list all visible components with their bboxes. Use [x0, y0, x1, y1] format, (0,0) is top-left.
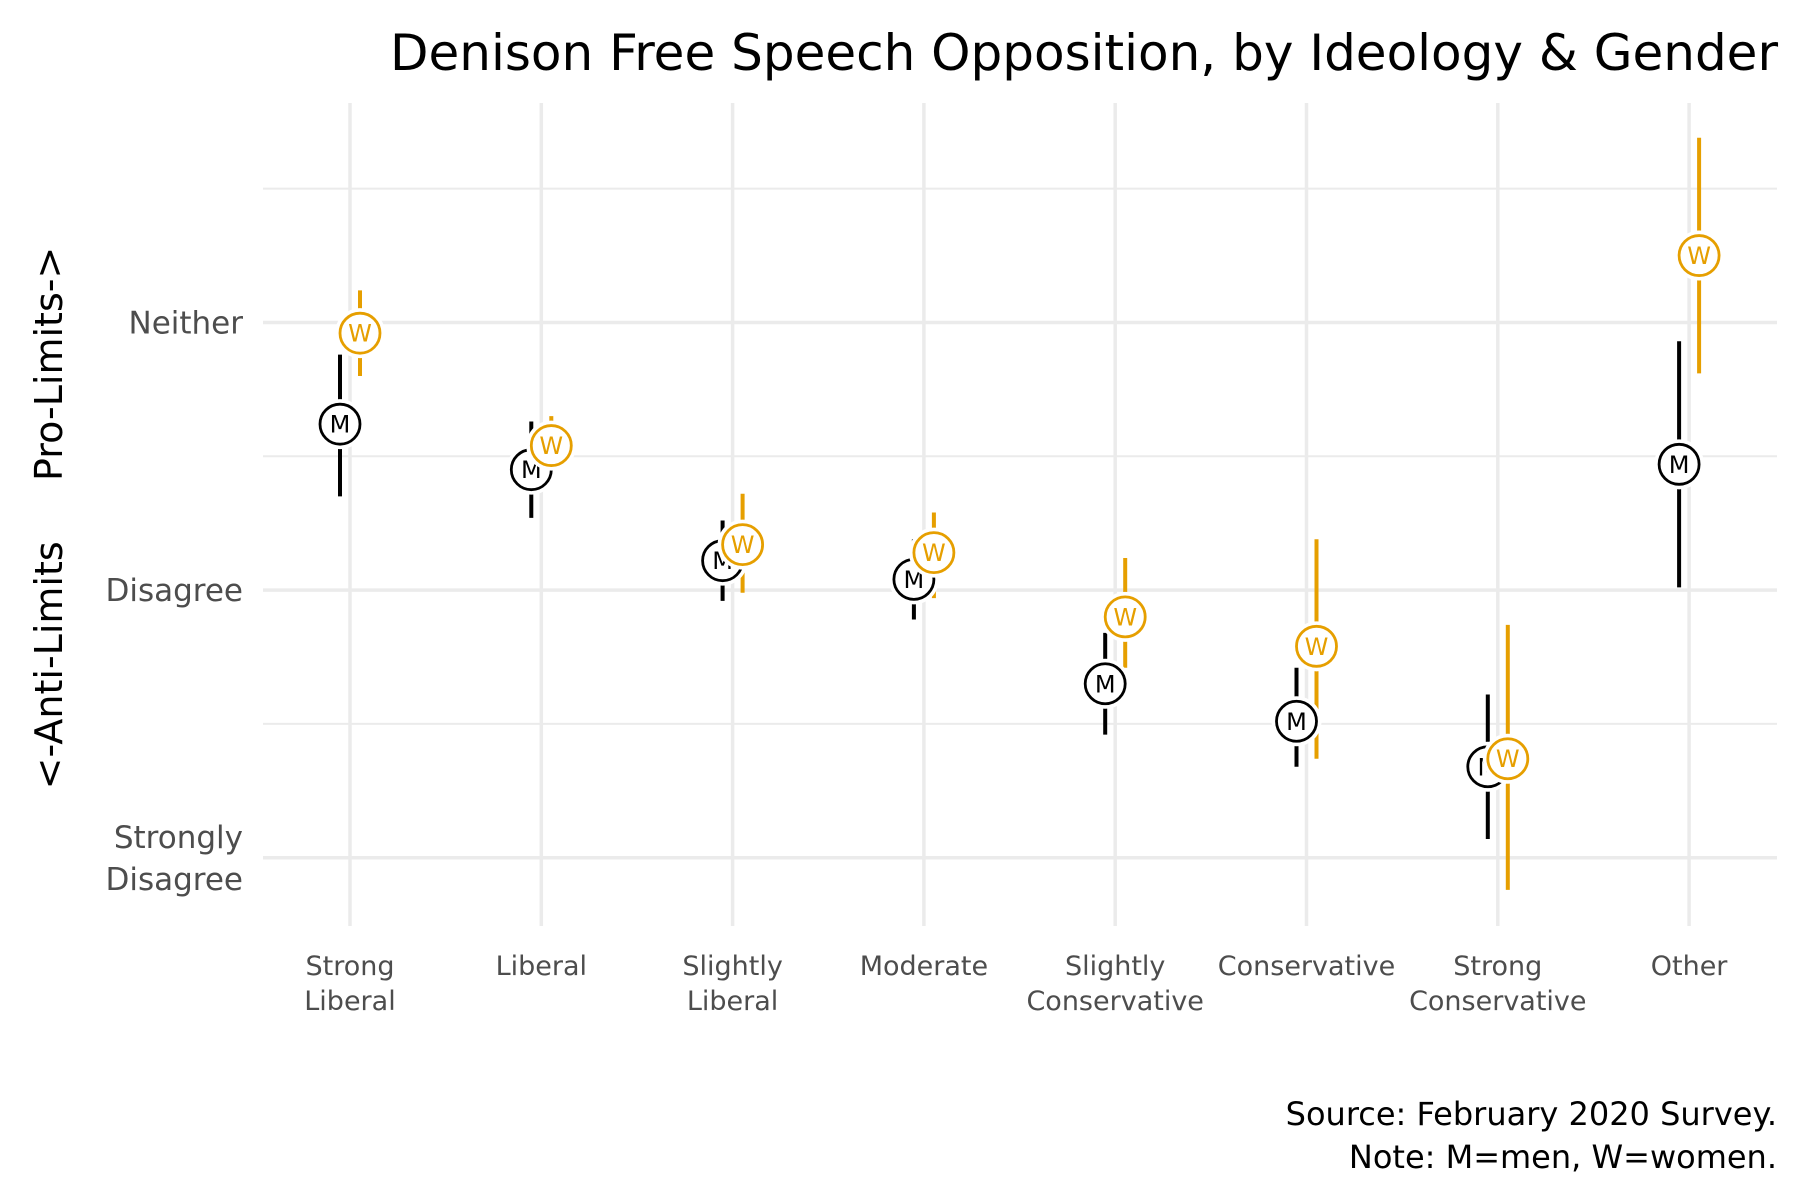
- data-point: [912, 531, 956, 575]
- marker-label: W: [1687, 242, 1711, 270]
- marker-label: W: [731, 531, 755, 559]
- y-tick-label: Disagree: [105, 573, 243, 609]
- data-point: [1295, 624, 1338, 668]
- caption-note: Note: M=men, W=women.: [1349, 1138, 1777, 1176]
- y-tick-labels: Neither Disagree Strongly Disagree: [105, 305, 243, 897]
- marker-label: M: [1095, 670, 1116, 698]
- chart-title: Denison Free Speech Opposition, by Ideol…: [390, 24, 1778, 82]
- marker-label: W: [348, 320, 372, 348]
- marker-label: W: [922, 539, 946, 567]
- marker-label: W: [1305, 633, 1329, 661]
- x-tick-label: Liberal: [304, 986, 395, 1017]
- marker-label: M: [330, 411, 351, 439]
- x-tick-label: Moderate: [860, 951, 988, 982]
- x-tick-label: Conservative: [1026, 986, 1203, 1017]
- data-point: [1677, 234, 1721, 277]
- gridlines: [263, 103, 1777, 926]
- data-marks: MMMMMMMMWWWWWWWW: [315, 137, 1725, 890]
- x-tick-label: Liberal: [496, 951, 587, 982]
- data-point: [1486, 737, 1530, 781]
- data-point: [318, 402, 362, 446]
- caption-source: Source: February 2020 Survey.: [1286, 1095, 1777, 1133]
- y-tick-label: Disagree: [105, 862, 243, 898]
- x-tick-label: Slightly: [1065, 951, 1165, 982]
- y-tick-label: Strongly: [114, 820, 243, 856]
- x-tick-label: Conservative: [1218, 951, 1395, 982]
- marker-label: W: [1113, 603, 1137, 631]
- marker-label: M: [1286, 708, 1307, 736]
- data-point: [529, 424, 573, 467]
- y-tick-label: Neither: [129, 305, 244, 341]
- data-point: [338, 311, 382, 355]
- x-tick-label: Slightly: [682, 951, 782, 982]
- y-axis-title: <-Anti-Limits Pro-Limits->: [27, 247, 71, 790]
- x-tick-label: Conservative: [1409, 986, 1586, 1017]
- markers-women: W W W W W W W W: [335, 230, 1725, 784]
- data-point: [1275, 699, 1318, 743]
- marker-label: M: [904, 566, 925, 594]
- x-tick-label: Other: [1651, 951, 1729, 982]
- data-point: [1103, 595, 1147, 639]
- marker-label: M: [1669, 451, 1690, 479]
- x-tick-label: Strong: [1453, 951, 1542, 982]
- data-point: [721, 523, 764, 567]
- marker-label: W: [1496, 745, 1520, 773]
- data-point: [1657, 442, 1701, 486]
- caption: Source: February 2020 Survey. Note: M=me…: [1286, 1095, 1777, 1176]
- x-tick-labels: Strong Liberal Liberal Slightly Liberal Moder…: [304, 951, 1728, 1017]
- marker-label: W: [539, 432, 563, 460]
- data-point: [1083, 662, 1127, 706]
- x-tick-label: Liberal: [687, 986, 778, 1017]
- x-tick-label: Strong: [305, 951, 394, 982]
